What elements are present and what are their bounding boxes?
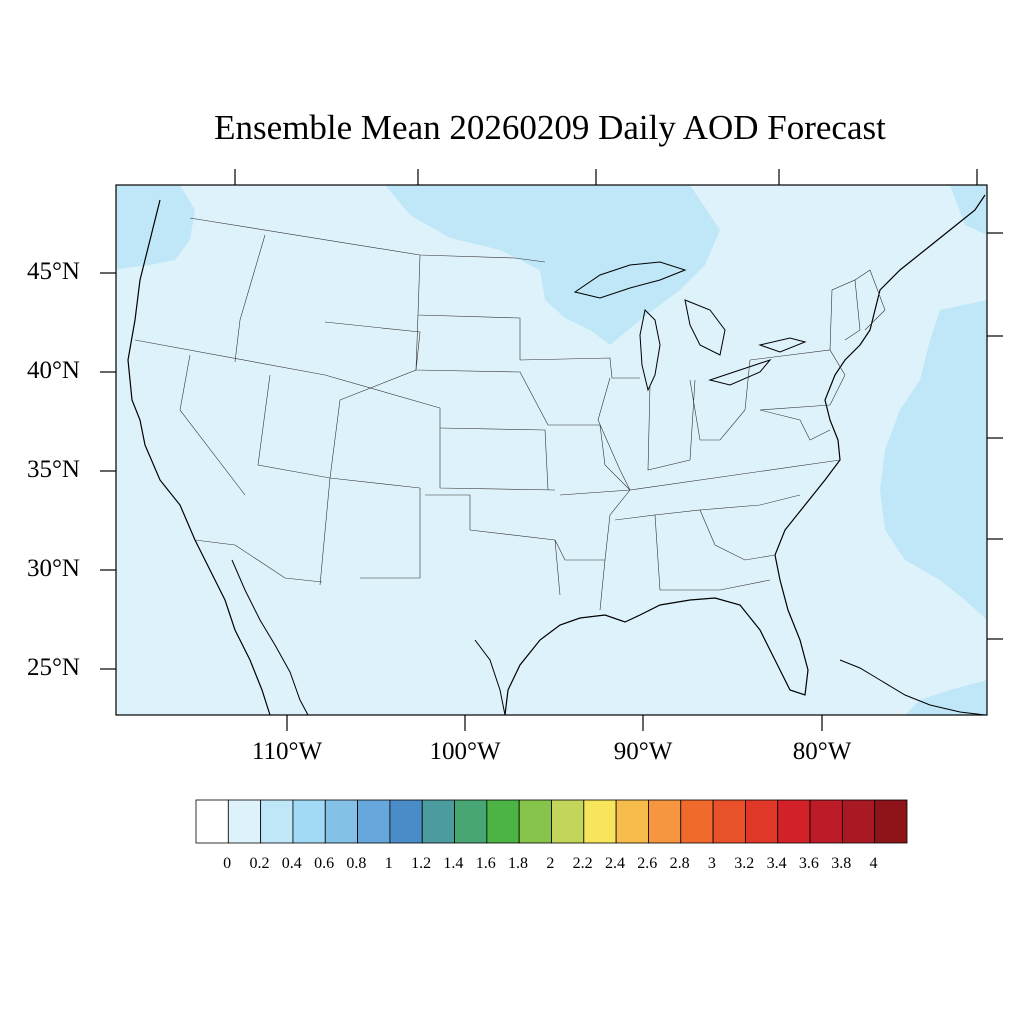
colorbar-swatch: [454, 799, 488, 844]
colorbar-swatch: [551, 799, 585, 844]
lon-label-110w: 110°W: [251, 738, 323, 765]
map-frame: [115, 184, 988, 716]
colorbar-tick-label: 3.2: [734, 855, 755, 872]
aod-region-maine: [950, 185, 987, 235]
colorbar-tick-label: 1.8: [508, 855, 529, 872]
colorbar-swatch: [486, 799, 520, 844]
aod-region-great-lakes: [385, 185, 720, 345]
colorbar-swatch: [260, 799, 294, 844]
colorbar-tick-label: 1.2: [411, 855, 432, 872]
aod-region-florida-straits: [905, 680, 987, 715]
coastline-cuba: [839, 659, 986, 716]
coastline-mexico: [474, 639, 506, 716]
colorbar-swatch: [583, 799, 617, 844]
top-ticks: [234, 169, 978, 185]
colorbar: [195, 799, 908, 844]
colorbar-swatch: [292, 799, 326, 844]
lat-label-35: 35°N: [26, 456, 80, 483]
colorbar-swatch: [615, 799, 649, 844]
lat-label-45: 45°N: [26, 258, 80, 285]
colorbar-tick-label: 2.2: [572, 855, 593, 872]
colorbar-swatch: [841, 799, 876, 844]
colorbar-tick-label: 1: [384, 855, 393, 872]
state-boundaries: [134, 217, 886, 611]
colorbar-tick-label: 3.8: [831, 855, 852, 872]
colorbar-swatch: [421, 799, 455, 844]
colorbar-tick-label: 3.4: [766, 855, 787, 872]
colorbar-swatch: [357, 799, 391, 844]
colorbar-swatch: [745, 799, 779, 844]
lon-label-80w: 80°W: [792, 738, 852, 765]
lake-michigan: [639, 308, 661, 392]
colorbar-tick-label: 1.6: [475, 855, 496, 872]
colorbar-tick-label: 0.4: [281, 855, 302, 872]
lon-label-90w: 90°W: [613, 738, 673, 765]
colorbar-swatch: [712, 799, 746, 844]
coastline-gulf: [504, 194, 986, 716]
colorbar-tick-label: 4: [869, 855, 878, 872]
colorbar-swatch: [518, 799, 552, 844]
aod-region-northwest: [116, 185, 195, 270]
bottom-ticks: [286, 715, 823, 731]
lake-erie: [708, 358, 772, 386]
colorbar-swatch: [227, 799, 262, 844]
colorbar-tick-label: 0.8: [346, 855, 367, 872]
lon-label-100w: 100°W: [429, 738, 501, 765]
coastline-baja: [231, 559, 309, 716]
colorbar-tick-label: 3.6: [798, 855, 819, 872]
colorbar-tick-label: 2.6: [637, 855, 658, 872]
colorbar-tick-label: 0.6: [314, 855, 335, 872]
lat-label-25: 25°N: [26, 654, 80, 681]
colorbar-tick-label: 2.4: [604, 855, 625, 872]
colorbar-swatch: [389, 799, 423, 844]
colorbar-tick-label: 2: [546, 855, 555, 872]
colorbar-swatch: [195, 799, 229, 844]
colorbar-swatch: [680, 799, 714, 844]
colorbar-tick-label: 0: [223, 855, 232, 872]
right-ticks: [987, 232, 1003, 640]
left-ticks: [100, 272, 116, 670]
colorbar-tick-label: 0.2: [249, 855, 270, 872]
colorbar-tick-label: 1.4: [443, 855, 464, 872]
coastline-west: [127, 199, 271, 716]
lat-label-40: 40°N: [26, 357, 80, 384]
lake-ontario: [758, 337, 807, 353]
colorbar-swatch: [874, 799, 908, 844]
colorbar-tick-label: 2.8: [669, 855, 690, 872]
aod-region-atlantic: [880, 300, 987, 620]
lake-superior: [573, 261, 687, 299]
colorbar-swatch: [777, 799, 811, 844]
colorbar-tick-label: 3: [707, 855, 716, 872]
lat-label-30: 30°N: [26, 555, 80, 582]
colorbar-swatch: [324, 799, 358, 844]
map-title: Ensemble Mean 20260209 Daily AOD Forecas…: [214, 108, 886, 147]
colorbar-swatch: [648, 799, 682, 844]
colorbar-swatch: [809, 799, 843, 844]
lake-huron: [684, 299, 726, 356]
